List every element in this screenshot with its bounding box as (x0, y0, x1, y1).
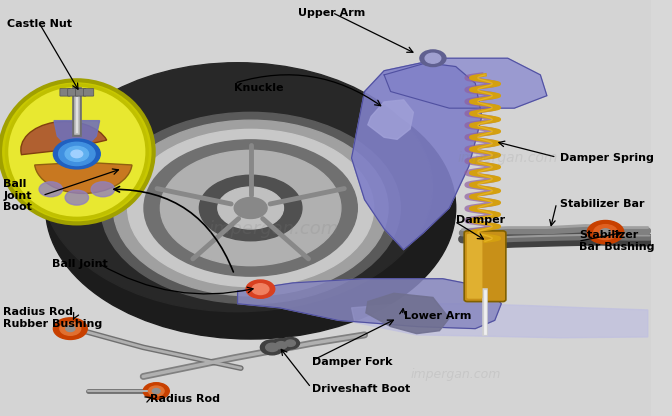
FancyBboxPatch shape (467, 234, 482, 299)
Circle shape (587, 220, 624, 244)
Circle shape (143, 383, 169, 399)
Circle shape (600, 229, 611, 235)
Circle shape (53, 139, 100, 169)
Text: Lower Arm: Lower Arm (404, 311, 471, 321)
Text: Driveshaft Boot: Driveshaft Boot (312, 384, 411, 394)
Polygon shape (351, 62, 482, 250)
Circle shape (71, 150, 83, 158)
Circle shape (200, 175, 302, 241)
Text: Radius Rod: Radius Rod (150, 394, 220, 404)
Circle shape (149, 386, 164, 396)
FancyBboxPatch shape (83, 89, 94, 96)
Circle shape (39, 182, 62, 197)
Text: impergan.com: impergan.com (458, 151, 558, 165)
Text: Ball
Joint
Boot: Ball Joint Boot (3, 179, 32, 212)
Polygon shape (238, 279, 501, 329)
Text: Radius Rod
Rubber Bushing: Radius Rod Rubber Bushing (3, 307, 103, 329)
Circle shape (161, 150, 341, 266)
FancyBboxPatch shape (68, 89, 78, 96)
Circle shape (60, 322, 81, 335)
Polygon shape (366, 293, 449, 334)
Text: Knuckle: Knuckle (235, 83, 284, 93)
Polygon shape (54, 121, 99, 150)
Circle shape (58, 142, 95, 166)
Text: Castle Nut: Castle Nut (7, 19, 71, 29)
Polygon shape (384, 58, 547, 108)
Text: Damper Spring: Damper Spring (560, 153, 654, 163)
Wedge shape (35, 162, 132, 193)
Circle shape (101, 112, 401, 304)
Circle shape (153, 389, 160, 394)
FancyBboxPatch shape (60, 89, 71, 96)
Circle shape (144, 140, 358, 276)
FancyBboxPatch shape (75, 89, 86, 96)
Circle shape (594, 225, 617, 240)
FancyBboxPatch shape (464, 231, 506, 302)
Circle shape (271, 339, 292, 352)
Circle shape (425, 53, 441, 63)
Circle shape (218, 187, 284, 229)
Circle shape (91, 182, 115, 197)
Circle shape (235, 198, 267, 218)
Text: Damper: Damper (456, 215, 505, 225)
Text: Damper Fork: Damper Fork (312, 357, 393, 367)
Ellipse shape (7, 85, 147, 218)
Polygon shape (351, 304, 648, 338)
Circle shape (43, 63, 433, 312)
Circle shape (246, 280, 275, 298)
Circle shape (265, 343, 279, 352)
Circle shape (261, 340, 284, 355)
Text: Ball Joint: Ball Joint (52, 259, 108, 269)
Text: Upper Arm: Upper Arm (298, 8, 366, 18)
Text: Stabilizer Bar: Stabilizer Bar (560, 199, 644, 209)
Circle shape (282, 337, 300, 349)
Circle shape (420, 50, 446, 67)
Circle shape (66, 326, 75, 332)
Polygon shape (368, 100, 413, 139)
Circle shape (46, 77, 456, 339)
Circle shape (276, 342, 287, 349)
Circle shape (286, 340, 296, 347)
Text: Stabilizer
Bar Bushing: Stabilizer Bar Bushing (579, 230, 655, 252)
Circle shape (53, 318, 87, 339)
Wedge shape (21, 121, 107, 155)
Text: impergan.com: impergan.com (208, 220, 339, 238)
Circle shape (114, 120, 388, 296)
Circle shape (65, 146, 89, 161)
Ellipse shape (0, 80, 154, 223)
Circle shape (65, 190, 89, 205)
Text: impergan.com: impergan.com (411, 368, 501, 381)
Circle shape (252, 284, 269, 295)
Circle shape (128, 129, 374, 287)
